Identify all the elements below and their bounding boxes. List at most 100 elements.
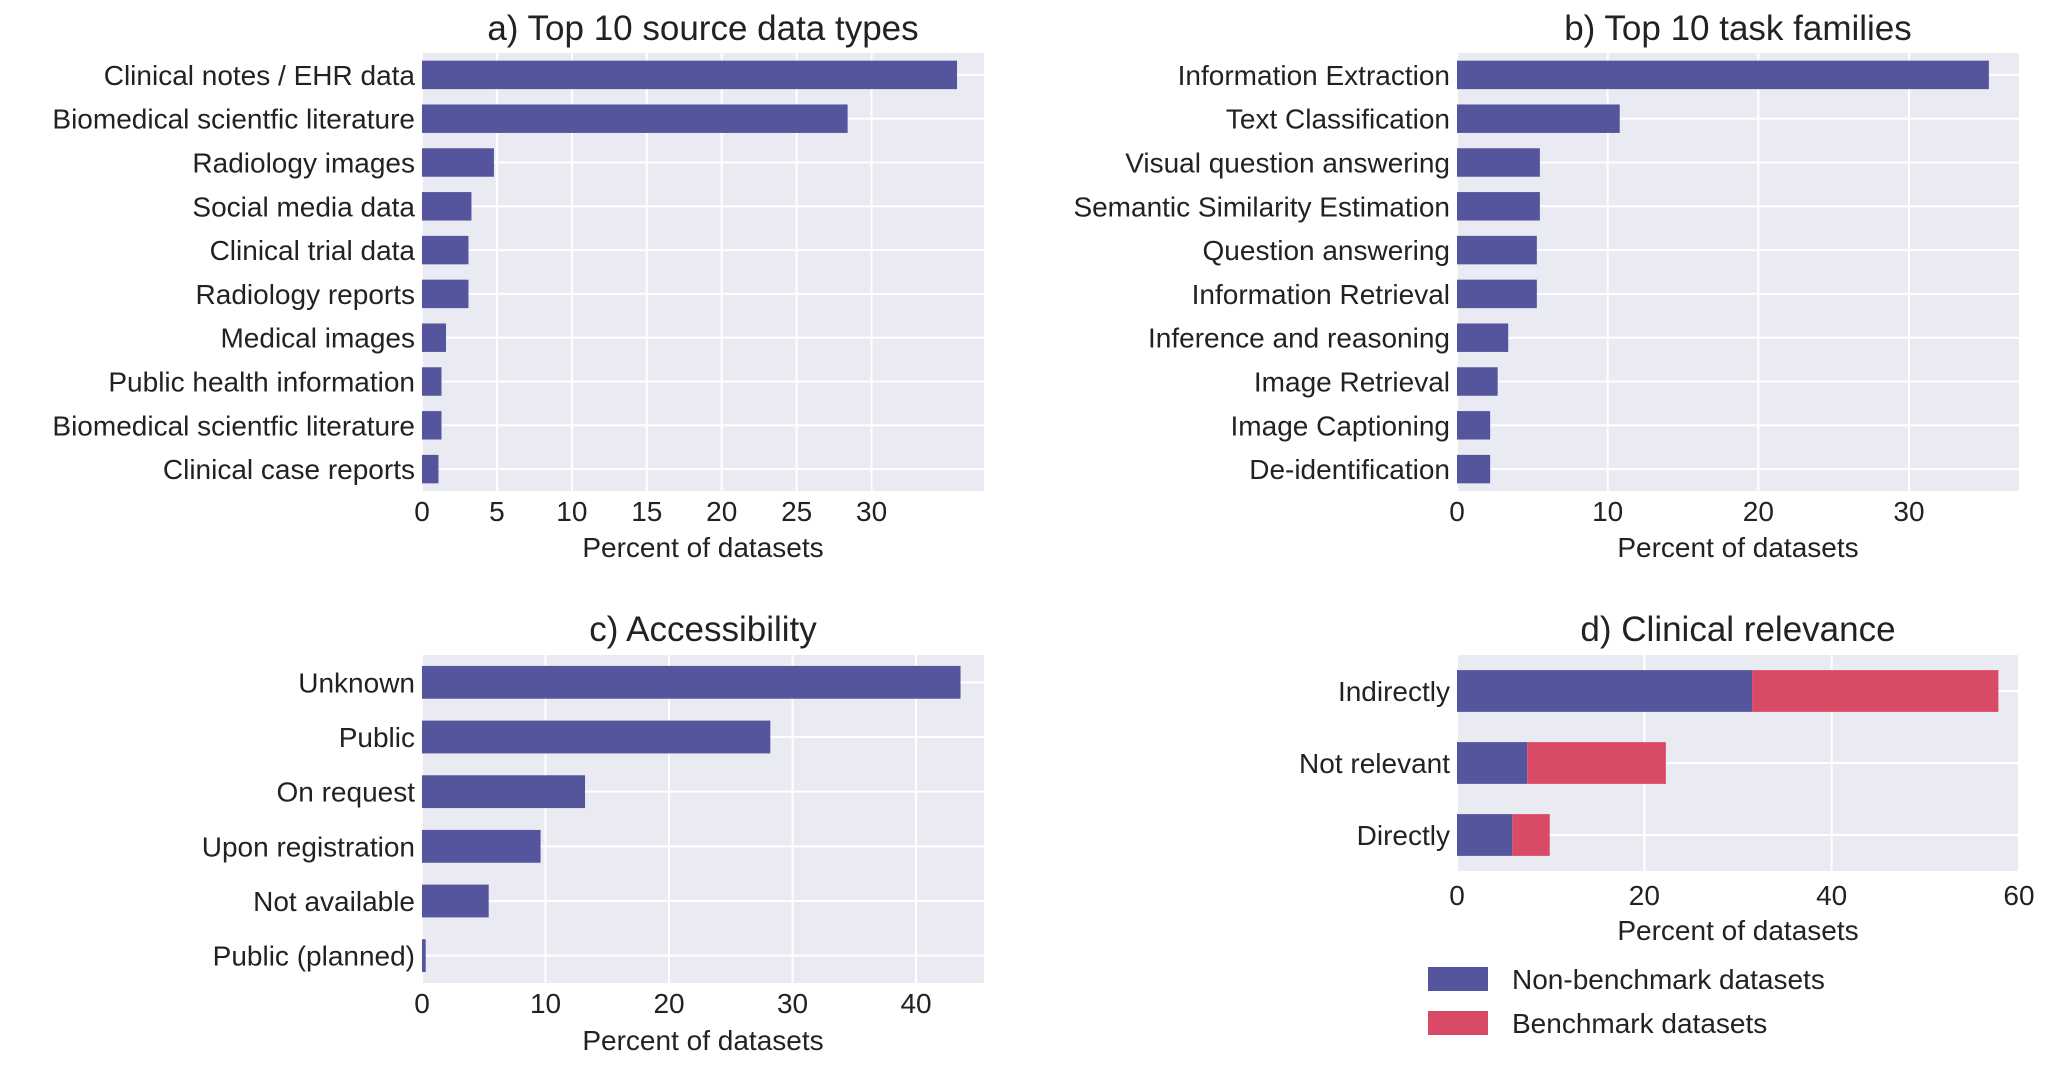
x-tick-label: 20 bbox=[1629, 880, 1660, 911]
bar-benchmark bbox=[1527, 742, 1666, 784]
x-tick-label: 40 bbox=[900, 988, 931, 1019]
bar bbox=[422, 323, 446, 352]
bar bbox=[422, 884, 489, 918]
x-axis-label: Percent of datasets bbox=[582, 532, 823, 563]
x-tick-label: 0 bbox=[1449, 880, 1465, 911]
bar bbox=[422, 665, 961, 699]
category-label: Not available bbox=[253, 886, 415, 917]
category-label: Public (planned) bbox=[213, 941, 415, 972]
subplot-title: b) Top 10 task families bbox=[1564, 9, 1912, 48]
x-tick-label: 10 bbox=[1592, 496, 1623, 527]
category-label: Biomedical scientfic literature bbox=[52, 410, 415, 441]
bar bbox=[1457, 60, 1989, 90]
category-label: Question answering bbox=[1203, 235, 1450, 266]
bar bbox=[422, 367, 442, 396]
bar bbox=[1457, 367, 1498, 396]
subplot-title: d) Clinical relevance bbox=[1580, 610, 1895, 649]
category-label: Radiology reports bbox=[196, 279, 415, 310]
subplot-a: Clinical notes / EHR data Biomedical scie… bbox=[52, 9, 984, 563]
legend-label: Benchmark datasets bbox=[1512, 1008, 1767, 1039]
subplot-b: Information Extraction Text Classificatio… bbox=[1073, 9, 2019, 563]
x-axis-label: Percent of datasets bbox=[582, 1025, 823, 1056]
bar bbox=[422, 775, 586, 809]
category-label: Text Classification bbox=[1226, 104, 1450, 135]
legend-swatch bbox=[1428, 967, 1488, 991]
category-label: Semantic Similarity Estimation bbox=[1073, 191, 1450, 222]
category-label: Image Retrieval bbox=[1254, 367, 1450, 398]
bar bbox=[1457, 454, 1491, 484]
bar bbox=[422, 104, 848, 133]
subplot-title: c) Accessibility bbox=[589, 610, 817, 649]
x-tick-label: 30 bbox=[856, 496, 887, 527]
category-label: Indirectly bbox=[1338, 676, 1450, 707]
x-tick-label: 20 bbox=[706, 496, 737, 527]
bar bbox=[1457, 411, 1491, 440]
category-label: Clinical case reports bbox=[163, 454, 415, 485]
x-axis-label: Percent of datasets bbox=[1617, 915, 1858, 946]
bar bbox=[1457, 279, 1537, 309]
bar bbox=[422, 279, 469, 309]
x-axis-label: Percent of datasets bbox=[1617, 532, 1858, 563]
bar-benchmark bbox=[1512, 814, 1550, 856]
bar bbox=[422, 148, 494, 177]
bar bbox=[422, 939, 426, 973]
bar bbox=[1457, 104, 1620, 133]
category-label: On request bbox=[276, 777, 415, 808]
category-label: Information Extraction bbox=[1178, 60, 1450, 91]
bar bbox=[422, 192, 472, 221]
category-label: Inference and reasoning bbox=[1148, 323, 1450, 354]
bar-non-benchmark bbox=[1457, 670, 1753, 712]
bar bbox=[422, 720, 771, 754]
category-label: Public health information bbox=[108, 367, 415, 398]
x-tick-label: 10 bbox=[530, 988, 561, 1019]
x-tick-label: 25 bbox=[781, 496, 812, 527]
bar-benchmark bbox=[1752, 670, 1999, 712]
bar bbox=[422, 454, 439, 484]
subplot-d: Indirectly Not relevant Directly 0 20 40 60 d) … bbox=[1299, 610, 2035, 1039]
subplot-title: a) Top 10 source data types bbox=[487, 9, 918, 48]
x-tick-label: 30 bbox=[1893, 496, 1924, 527]
x-tick-label: 0 bbox=[414, 496, 430, 527]
category-label: Biomedical scientfic literature bbox=[52, 104, 415, 135]
category-label: Not relevant bbox=[1299, 748, 1450, 779]
x-tick-label: 60 bbox=[2003, 880, 2034, 911]
bar bbox=[422, 829, 541, 863]
category-label: Medical images bbox=[220, 323, 415, 354]
category-label: Radiology images bbox=[192, 148, 415, 179]
legend: Non-benchmark datasets Benchmark datasets bbox=[1428, 964, 1825, 1039]
bar bbox=[422, 60, 958, 90]
x-tick-label: 20 bbox=[1743, 496, 1774, 527]
bar bbox=[1457, 148, 1540, 177]
category-label: Clinical notes / EHR data bbox=[104, 60, 416, 91]
legend-label: Non-benchmark datasets bbox=[1512, 964, 1825, 995]
plot-area bbox=[422, 655, 984, 983]
x-tick-label: 30 bbox=[777, 988, 808, 1019]
x-tick-label: 40 bbox=[1816, 880, 1847, 911]
x-tick-label: 0 bbox=[1449, 496, 1465, 527]
category-label: Image Captioning bbox=[1231, 410, 1450, 441]
bar bbox=[1457, 323, 1509, 352]
x-tick-label: 20 bbox=[653, 988, 684, 1019]
bar bbox=[1457, 192, 1540, 221]
x-tick-label: 10 bbox=[556, 496, 587, 527]
category-label: Information Retrieval bbox=[1192, 279, 1450, 310]
bar bbox=[422, 411, 442, 440]
category-label: De-identification bbox=[1249, 454, 1450, 485]
category-label: Social media data bbox=[192, 191, 415, 222]
bar bbox=[422, 235, 469, 265]
bar-non-benchmark bbox=[1457, 814, 1513, 856]
category-label: Unknown bbox=[298, 667, 415, 698]
subplot-c: Unknown Public On request Upon registration… bbox=[202, 610, 984, 1056]
category-label: Clinical trial data bbox=[210, 235, 416, 266]
legend-swatch bbox=[1428, 1011, 1488, 1035]
category-label: Public bbox=[339, 722, 415, 753]
bar-non-benchmark bbox=[1457, 742, 1528, 784]
category-label: Visual question answering bbox=[1125, 148, 1450, 179]
x-tick-label: 0 bbox=[414, 988, 430, 1019]
bar bbox=[1457, 235, 1537, 265]
x-tick-label: 15 bbox=[631, 496, 662, 527]
x-tick-label: 5 bbox=[489, 496, 505, 527]
category-label: Upon registration bbox=[202, 831, 415, 862]
category-label: Directly bbox=[1357, 820, 1450, 851]
